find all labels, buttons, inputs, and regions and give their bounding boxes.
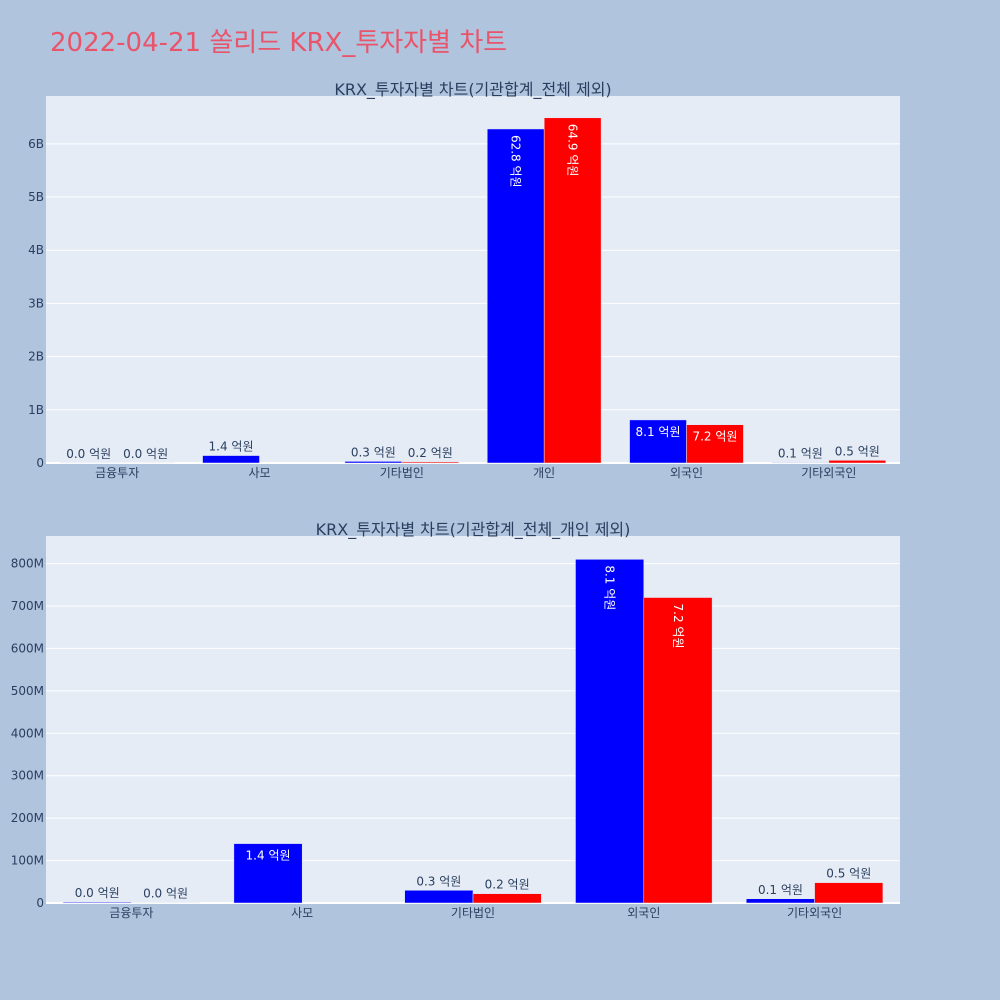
x-tick-label: 기타외국인	[787, 906, 842, 920]
bar-a	[629, 419, 687, 464]
y-tick-label: 4B	[28, 243, 44, 257]
data-label: 0.5 억원	[826, 867, 871, 881]
data-label: 0.1 억원	[778, 446, 823, 460]
x-tick-label: 외국인	[627, 906, 660, 920]
data-label: 0.0 억원	[75, 886, 120, 900]
data-label: 0.0 억원	[66, 447, 111, 461]
page-title: 2022-04-21 쏠리드 KRX_투자자별 차트	[50, 28, 508, 58]
bar-b	[643, 597, 713, 904]
x-tick-label: 사모	[248, 466, 270, 480]
data-label: 0.0 억원	[123, 447, 168, 461]
bar-b	[686, 424, 744, 464]
bar-b	[543, 117, 602, 464]
x-tick-label: 금융투자	[109, 906, 153, 920]
chart-2: 0 100M 200M 300M 400M 500M 600M 700M 800M KRX_투자자…	[11, 520, 900, 920]
x-tick-label: 기타법인	[380, 466, 424, 480]
bar-b	[814, 882, 884, 904]
bar-a	[575, 559, 645, 904]
x-tick-label: 외국인	[670, 466, 703, 480]
bar-a	[202, 455, 260, 464]
data-label: 1.4 억원	[246, 849, 291, 863]
chart-1: 0 1B 2B 3B 4B 5B 6B KRX_투자자별 차트(기관합계_전체 제외) 금융투자…	[28, 80, 900, 480]
data-label: 7.2 억원	[671, 604, 685, 649]
data-label: 0.2 억원	[485, 878, 530, 892]
plot-area	[46, 536, 900, 903]
y-tick-label: 300M	[11, 769, 44, 783]
data-label: 0.3 억원	[351, 445, 396, 459]
bar-a	[486, 128, 545, 464]
bar-a	[233, 843, 303, 904]
y-tick-label: 100M	[11, 854, 44, 868]
bar-b	[828, 460, 887, 464]
x-tick-label: 기타법인	[451, 906, 495, 920]
y-tick-label: 6B	[28, 137, 44, 151]
data-label: 0.1 억원	[758, 883, 803, 897]
x-tick-label: 사모	[291, 906, 313, 920]
y-tick-label: 800M	[11, 557, 44, 571]
bar-a	[344, 461, 403, 464]
data-label: 0.3 억원	[416, 874, 461, 888]
bar-a	[771, 462, 830, 464]
y-tick-label: 3B	[28, 296, 44, 310]
y-tick-label: 400M	[11, 726, 44, 740]
y-tick-label: 700M	[11, 599, 44, 613]
y-tick-label: 500M	[11, 684, 44, 698]
y-tick-label: 2B	[28, 350, 44, 364]
y-tick-label: 1B	[28, 403, 44, 417]
data-label: 1.4 억원	[209, 440, 254, 454]
data-label: 8.1 억원	[603, 565, 617, 610]
x-tick-label: 금융투자	[95, 466, 139, 480]
bar-a	[404, 890, 474, 904]
data-label: 64.9 억원	[566, 124, 580, 177]
bar-b	[401, 461, 460, 464]
y-tick-label: 5B	[28, 190, 44, 204]
data-label: 7.2 억원	[692, 430, 737, 444]
data-label: 0.0 억원	[143, 887, 188, 901]
bar-a	[62, 901, 132, 904]
chart-title: KRX_투자자별 차트(기관합계_전체 제외)	[334, 80, 611, 100]
y-tick-label: 600M	[11, 641, 44, 655]
y-tick-label: 0	[36, 456, 44, 470]
bar-a	[746, 898, 815, 904]
chart-title: KRX_투자자별 차트(기관합계_전체_개인 제외)	[316, 520, 631, 540]
data-label: 0.5 억원	[835, 444, 880, 458]
data-label: 62.8 억원	[509, 135, 523, 188]
y-tick-label: 200M	[11, 811, 44, 825]
bar-b	[472, 893, 542, 904]
data-label: 8.1 억원	[636, 425, 681, 439]
data-label: 0.2 억원	[408, 446, 453, 460]
x-tick-label: 기타외국인	[801, 466, 856, 480]
y-tick-label: 0	[36, 896, 44, 910]
plot-area	[46, 96, 900, 463]
x-tick-label: 개인	[533, 466, 555, 480]
